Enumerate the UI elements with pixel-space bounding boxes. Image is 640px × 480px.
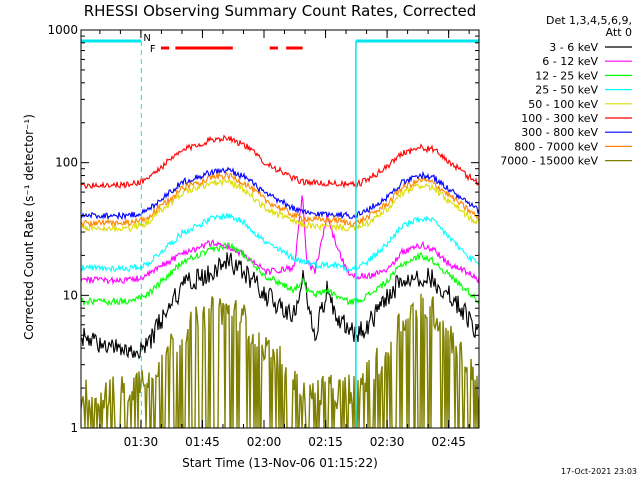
- series-line-3-6-kev: [81, 252, 479, 360]
- y-tick-label: 100: [55, 156, 78, 170]
- date-stamp: 17-Oct-2021 23:03: [561, 467, 637, 476]
- plot-area: NF: [81, 33, 480, 428]
- x-axis-label: Start Time (13-Nov-06 01:15:22): [182, 456, 378, 470]
- x-tick-label: 01:30: [124, 435, 159, 449]
- night-marker-label: N: [143, 33, 150, 44]
- x-tick-label: 01:45: [185, 435, 220, 449]
- x-tick-label: 02:15: [308, 435, 343, 449]
- legend-label: 25 - 50 keV: [535, 84, 598, 97]
- y-tick-label: 10: [63, 288, 78, 302]
- plot-contents: [81, 134, 479, 428]
- series-line-12-25-kev: [81, 242, 479, 307]
- x-tick-label: 02:30: [370, 435, 405, 449]
- legend-label: 300 - 800 keV: [521, 126, 598, 139]
- legend-label: 800 - 7000 keV: [514, 140, 598, 153]
- series-line-50-100-kev: [81, 177, 479, 233]
- legend-label: 6 - 12 keV: [542, 55, 598, 68]
- y-tick-label: 1000: [47, 23, 78, 37]
- legend-header-line: Det 1,3,4,5,6,9,: [546, 14, 632, 27]
- series-line-300-800-kev: [81, 166, 479, 221]
- series-line-100-300-kev: [81, 134, 479, 190]
- series-line-7000-15000-kev: [81, 293, 479, 428]
- y-axis-label: Corrected Count Rate (s⁻¹ detector⁻¹): [22, 114, 36, 340]
- axes: 01:30 01:45 02:00 02:15 02:30 02:45 1 10 100 1000: [47, 23, 480, 449]
- legend-label: 12 - 25 keV: [535, 69, 598, 82]
- plot-frame: [80, 29, 480, 429]
- legend-label: 50 - 100 keV: [528, 98, 598, 111]
- flare-marker-label: F: [150, 44, 156, 55]
- series-line-6-12-kev: [81, 195, 479, 286]
- x-tick-label: 02:45: [431, 435, 466, 449]
- legend-header-line: Att 0: [606, 26, 632, 39]
- legend-label: 100 - 300 keV: [521, 112, 598, 125]
- legend-label: 3 - 6 keV: [549, 41, 598, 54]
- series-line-800-7000-kev: [81, 171, 479, 229]
- y-tick-label: 1: [70, 421, 78, 435]
- chart-title: RHESSI Observing Summary Count Rates, Co…: [84, 2, 477, 20]
- x-tick-label: 02:00: [247, 435, 282, 449]
- series-line-25-50-kev: [81, 212, 479, 273]
- legend-label: 7000 - 15000 keV: [500, 155, 598, 168]
